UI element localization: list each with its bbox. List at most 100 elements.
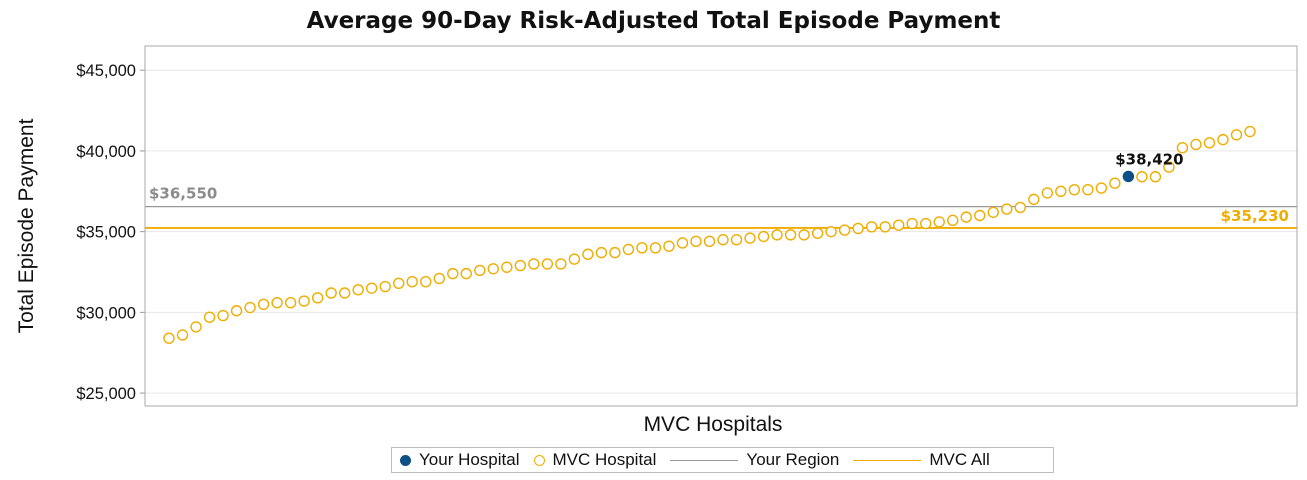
mvc-hospital-point bbox=[190, 321, 202, 333]
mvc-hospital-point bbox=[947, 214, 959, 227]
mvc-hospital-point bbox=[555, 258, 567, 270]
mvc-hospital-point bbox=[622, 243, 635, 256]
mvc-hospital-point bbox=[514, 259, 527, 272]
mvc-hospital-point bbox=[987, 206, 999, 218]
mvc-hospital-point bbox=[365, 282, 378, 294]
mvc-hospital-point bbox=[1190, 138, 1202, 151]
legend-item-mvc-all: MVC All bbox=[853, 450, 990, 470]
legend-line-mvc-all bbox=[853, 459, 922, 461]
mvc-hospital-point bbox=[257, 298, 270, 310]
mvc-hospital-point bbox=[838, 224, 851, 236]
mvc-hospital-point bbox=[595, 246, 608, 259]
legend-marker-mvc-hospital bbox=[533, 454, 545, 466]
mvc-hospital-point bbox=[284, 296, 297, 309]
mvc-hospital-point bbox=[203, 311, 216, 323]
mvc-hospital-point bbox=[933, 216, 945, 228]
mvc-hospital-point bbox=[352, 284, 364, 296]
y-tick-label: $35,000 bbox=[76, 224, 136, 242]
mvc-hospital-point bbox=[271, 296, 283, 309]
gridlines bbox=[145, 69, 1297, 394]
mvc-hospital-point bbox=[163, 332, 175, 344]
your-hospital-label: $38,420 bbox=[1115, 150, 1183, 168]
mvc-hospital-point bbox=[852, 222, 864, 235]
mvc-hospital-point bbox=[757, 230, 770, 243]
mvc-hospital-point bbox=[487, 263, 499, 275]
legend-label-your-hospital: Your Hospital bbox=[419, 450, 520, 469]
reference-label-your-region: $36,550 bbox=[149, 185, 217, 203]
x-axis-title: MVC Hospitals bbox=[644, 413, 783, 436]
mvc-hospital-point bbox=[798, 229, 810, 241]
mvc-hospital-point bbox=[1109, 177, 1121, 189]
mvc-hospital-point bbox=[649, 242, 662, 254]
mvc-hospital-point bbox=[811, 227, 824, 239]
mvc-hospital-point bbox=[1163, 161, 1175, 173]
mvc-hospital-point bbox=[217, 309, 229, 322]
reference-lines bbox=[145, 205, 1297, 229]
mvc-hospital-point bbox=[325, 287, 337, 299]
mvc-hospital-point bbox=[582, 248, 594, 260]
mvc-hospital-point bbox=[1014, 201, 1026, 214]
mvc-hospital-point bbox=[717, 234, 729, 246]
legend: Your Hospital MVC Hospital Your Region M… bbox=[391, 447, 1054, 473]
mvc-hospital-point bbox=[865, 221, 878, 233]
mvc-hospital-point bbox=[892, 219, 905, 231]
mvc-hospital-point bbox=[744, 232, 756, 244]
mvc-hospital-point bbox=[501, 261, 513, 273]
legend-line-your-region bbox=[670, 459, 739, 461]
mvc-hospital-point bbox=[406, 275, 418, 288]
mvc-hospital-point bbox=[1176, 142, 1189, 154]
mvc-hospital-point bbox=[879, 221, 891, 233]
mvc-hospital-point bbox=[1230, 129, 1243, 141]
mvc-hospital-point bbox=[730, 234, 743, 246]
mvc-hospital-point bbox=[1136, 171, 1148, 183]
mvc-hospital-point bbox=[1217, 133, 1229, 146]
legend-label-your-region: Your Region bbox=[746, 450, 840, 469]
mvc-hospital-point bbox=[244, 301, 256, 314]
plot-frame bbox=[144, 45, 1298, 407]
mvc-hospital-point bbox=[703, 235, 716, 248]
axes: $25,000 $30,000 $35,000 $40,000 $45,000 MVC H… bbox=[15, 45, 1298, 436]
mvc-hospital-point bbox=[1149, 171, 1162, 183]
mvc-hospital-point bbox=[541, 258, 554, 270]
y-tick-label: $45,000 bbox=[76, 62, 136, 80]
data-points bbox=[163, 125, 1256, 344]
mvc-hospital-point bbox=[420, 275, 432, 288]
mvc-hospital-point bbox=[176, 329, 189, 341]
mvc-hospital-point bbox=[784, 229, 797, 241]
mvc-hospital-point bbox=[1068, 183, 1081, 196]
legend-marker-your-hospital bbox=[400, 454, 411, 466]
legend-item-mvc-hospital: MVC Hospital bbox=[533, 450, 657, 470]
mvc-hospital-point bbox=[1055, 185, 1067, 197]
mvc-hospital-point bbox=[460, 267, 472, 280]
mvc-hospital-point bbox=[230, 305, 243, 317]
mvc-hospital-point bbox=[825, 225, 837, 238]
legend-item-your-region: Your Region bbox=[670, 450, 839, 470]
legend-label-mvc-hospital: MVC Hospital bbox=[552, 450, 657, 469]
mvc-hospital-point bbox=[298, 295, 310, 307]
mvc-hospital-point bbox=[676, 237, 689, 249]
mvc-hospital-point bbox=[1082, 183, 1094, 196]
mvc-hospital-point bbox=[636, 242, 648, 254]
y-axis-title: Total Episode Payment bbox=[15, 118, 38, 333]
data-labels: $36,550 $35,230 $38,420 bbox=[149, 150, 1289, 224]
mvc-hospital-point bbox=[974, 209, 986, 222]
mvc-hospital-point bbox=[433, 272, 445, 285]
legend-item-your-hospital: Your Hospital bbox=[400, 450, 520, 470]
mvc-hospital-point bbox=[1041, 187, 1054, 199]
mvc-hospital-point bbox=[311, 292, 324, 304]
mvc-hospital-point bbox=[447, 267, 459, 280]
mvc-hospital-point bbox=[393, 277, 405, 290]
mvc-hospital-point bbox=[1001, 203, 1013, 215]
mvc-hospital-point bbox=[920, 217, 932, 230]
mvc-hospital-point bbox=[1028, 193, 1040, 206]
y-tick-label: $25,000 bbox=[76, 385, 136, 403]
mvc-hospital-point bbox=[663, 240, 675, 252]
reference-label-mvc-all: $35,230 bbox=[1221, 207, 1289, 225]
mvc-hospital-point bbox=[960, 211, 972, 223]
mvc-hospital-point bbox=[1203, 137, 1216, 149]
mvc-hospital-point bbox=[609, 246, 621, 259]
mvc-hospital-point bbox=[528, 258, 540, 270]
mvc-hospital-point bbox=[379, 280, 391, 293]
mvc-hospital-point bbox=[338, 287, 351, 299]
